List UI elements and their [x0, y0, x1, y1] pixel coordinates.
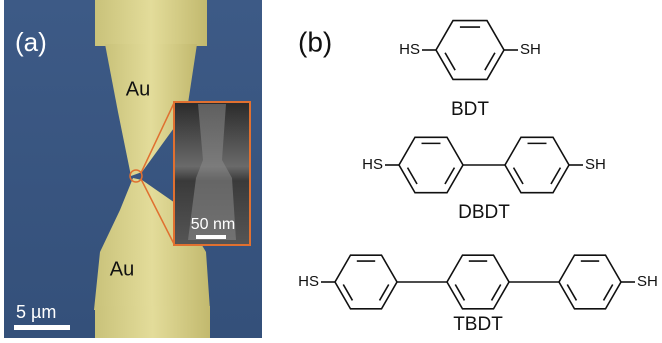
benzene-ring — [399, 137, 463, 192]
panel-a: (a) Au Au 50 nm 5 µm — [4, 0, 262, 338]
inset-scale-bar — [196, 235, 226, 239]
benzene-ring — [447, 255, 509, 309]
left-group: HS — [362, 156, 383, 173]
panel-label: (b) — [298, 26, 332, 57]
panel-b: (b) HS SH BDT HS SH DBDT HS SH TBDT — [298, 21, 658, 335]
benzene-ring — [436, 21, 504, 80]
scale-label: 5 µm — [16, 302, 56, 322]
molecule-name: TBDT — [453, 314, 503, 335]
left-group: HS — [399, 41, 420, 58]
right-group: SH — [520, 41, 541, 58]
molecule-name: DBDT — [458, 202, 510, 223]
top-pad — [95, 0, 207, 46]
scale-bar — [14, 325, 70, 330]
figure: (a) Au Au 50 nm 5 µm (b) HS SH BDT HS SH DBDT… — [0, 0, 662, 338]
bottom-pad — [95, 306, 210, 338]
inset-scale-label: 50 nm — [191, 216, 235, 233]
benzene-ring — [335, 255, 397, 309]
benzene-ring — [559, 255, 621, 309]
electrode-label: Au — [110, 258, 134, 280]
right-group: SH — [585, 156, 606, 173]
right-group: SH — [637, 273, 658, 290]
benzene-ring — [505, 137, 569, 192]
left-group: HS — [298, 273, 319, 290]
panel-label: (a) — [15, 27, 47, 57]
electrode-label: Au — [126, 78, 150, 100]
molecule-name: BDT — [451, 99, 489, 120]
